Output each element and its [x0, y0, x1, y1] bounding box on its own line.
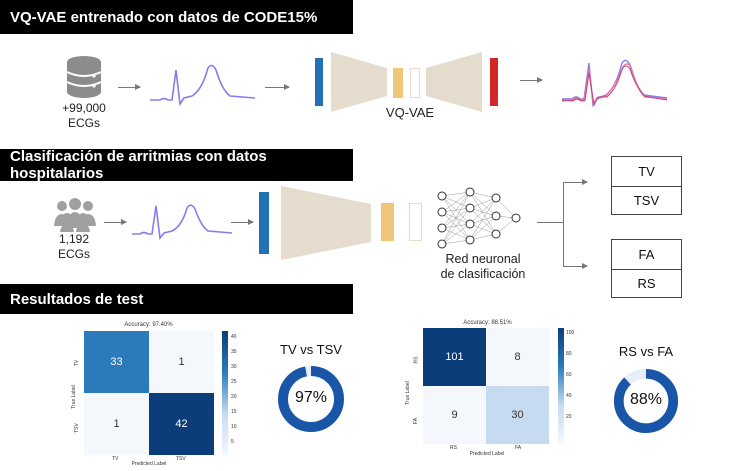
comparison-1-label: TV vs TSV — [280, 342, 342, 357]
ecg-input-signal — [150, 64, 255, 107]
branch-stem — [537, 222, 563, 223]
arrow-5 — [231, 219, 254, 225]
db-count-unit: ECGs — [67, 116, 100, 130]
comparison-2-label: RS vs FA — [618, 344, 674, 359]
patients-count-unit: ECGs — [57, 247, 90, 261]
encoder-trapezoid — [331, 52, 387, 112]
cm2-title: Accuracy: 88.51% — [463, 320, 512, 326]
latent-code-bar — [393, 68, 403, 98]
cm2-x-tick-0: RS — [450, 445, 457, 451]
classifier-encoder-input-bar — [259, 192, 269, 254]
cm2-y-tick-1: FA — [413, 417, 420, 425]
cm2-cell-0-1: 8 — [486, 328, 549, 386]
cm2-y-tick-0: RS — [413, 356, 420, 364]
cm2-x-axis-label: Predicted Label — [469, 451, 505, 457]
cm1-cbar-tick: 15 — [231, 409, 237, 415]
cm1-x-tick-0: TV — [112, 456, 119, 462]
classifier-encoder-trapezoid — [281, 186, 371, 260]
cm1-colorbar-ticks: 40 35 30 25 20 15 10 5 — [231, 334, 243, 454]
cm2-cell-1-1: 30 — [486, 386, 549, 444]
cm1-x-tick-1: TSV — [176, 456, 186, 462]
cm1-cell-0-1: 1 — [149, 331, 214, 393]
cm2-colorbar-ticks: 100 80 60 40 20 — [566, 330, 578, 442]
branch-vertical — [563, 182, 564, 266]
cm1-title: Accuracy: 97.40% — [124, 322, 173, 328]
section2-title: Clasificación de arritmias con datos hos… — [10, 148, 267, 182]
nn-label-line1: Red neuronal — [445, 252, 521, 266]
accuracy-donut-1 — [278, 366, 344, 432]
cm1-x-axis-label: Predicted Label — [131, 461, 167, 467]
cm1-cell-1-1: 42 — [149, 393, 214, 455]
branch-arrow-bottom — [563, 263, 588, 269]
cm2-cbar-tick: 60 — [566, 372, 572, 378]
cm1-cbar-tick: 30 — [231, 364, 237, 370]
cm2-cell-0-0: 101 — [423, 328, 486, 386]
decoder-output-bar — [490, 58, 498, 106]
cm2-cbar-tick: 20 — [566, 414, 572, 420]
cm1-cbar-tick: 20 — [231, 394, 237, 400]
output-tv-label: TV — [638, 164, 655, 179]
branch-arrow-top — [563, 179, 588, 185]
accuracy-donut-1-text: 97% — [294, 389, 328, 406]
accuracy-donut-2-text: 88% — [629, 391, 663, 408]
cm2-cbar-tick: 40 — [566, 393, 572, 399]
cm2-x-tick-1: FA — [515, 445, 522, 451]
classifier-quantized-bar — [409, 203, 422, 241]
cm2-cbar-tick: 80 — [566, 351, 572, 357]
classifier-latent-bar — [381, 203, 394, 241]
db-count: +99,000 ECGs — [52, 101, 116, 131]
neural-network-icon — [437, 187, 521, 249]
cm1-cbar-tick: 40 — [231, 334, 237, 340]
section3-title: Resultados de test — [10, 290, 144, 308]
patients-count-value: 1,192 — [58, 232, 90, 246]
cm2-colorbar — [558, 328, 564, 444]
patients-count: 1,192 ECGs — [44, 232, 104, 262]
cm2-cbar-tick: 100 — [566, 330, 575, 336]
quantized-code-bar — [410, 68, 420, 98]
arrow-3 — [520, 77, 543, 83]
cm1-y-axis-label: True Label — [71, 385, 77, 409]
cm1-cbar-tick: 10 — [231, 424, 237, 430]
section1-banner: VQ-VAE entrenado con datos de CODE15% — [0, 0, 353, 34]
output-box-tv: TV — [611, 156, 682, 186]
decoder-trapezoid — [426, 52, 482, 112]
arrow-4 — [104, 219, 127, 225]
vqvae-label: VQ-VAE — [385, 105, 435, 120]
output-rs-label: RS — [637, 276, 656, 291]
cm2-cell-1-0: 9 — [423, 386, 486, 444]
arrow-2 — [265, 84, 290, 90]
cm1-cbar-tick: 35 — [231, 349, 237, 355]
section3-banner: Resultados de test — [0, 284, 353, 314]
section2-banner: Clasificación de arritmias con datos hos… — [0, 148, 353, 182]
ecg-hospital-signal — [132, 204, 232, 240]
nn-label: Red neuronal de clasificación — [428, 252, 538, 282]
arrow-1 — [118, 84, 141, 90]
encoder-input-bar — [315, 58, 323, 106]
output-fa-label: FA — [638, 247, 655, 262]
output-tsv-label: TSV — [633, 193, 660, 208]
ecg-reconstruction-signal — [562, 59, 667, 108]
output-box-rs: RS — [611, 269, 682, 298]
cm1-cell-1-0: 1 — [84, 393, 149, 455]
cm1-y-tick-1: TSV — [73, 423, 80, 433]
cm1-cbar-tick: 5 — [231, 439, 234, 445]
cm1-cbar-tick: 25 — [231, 379, 237, 385]
output-box-fa: FA — [611, 239, 682, 269]
confusion-matrix-1: Accuracy: 97.40% True Label TV TSV 33 1 … — [66, 322, 243, 467]
people-group-icon — [54, 198, 96, 232]
cm1-y-tick-0: TV — [74, 359, 81, 367]
section1-title: VQ-VAE entrenado con datos de CODE15% — [10, 8, 318, 26]
accuracy-donut-2 — [613, 368, 679, 434]
nn-label-line2: de clasificación — [440, 267, 526, 281]
confusion-matrix-2: Accuracy: 88.51% True Label RS FA 101 8 … — [398, 320, 576, 460]
cm2-y-axis-label: True Label — [405, 381, 411, 405]
database-icon — [66, 56, 102, 98]
db-count-value: +99,000 — [62, 101, 106, 115]
output-box-tsv: TSV — [611, 186, 682, 215]
cm1-cell-0-0: 33 — [84, 331, 149, 393]
cm1-colorbar — [222, 331, 228, 455]
